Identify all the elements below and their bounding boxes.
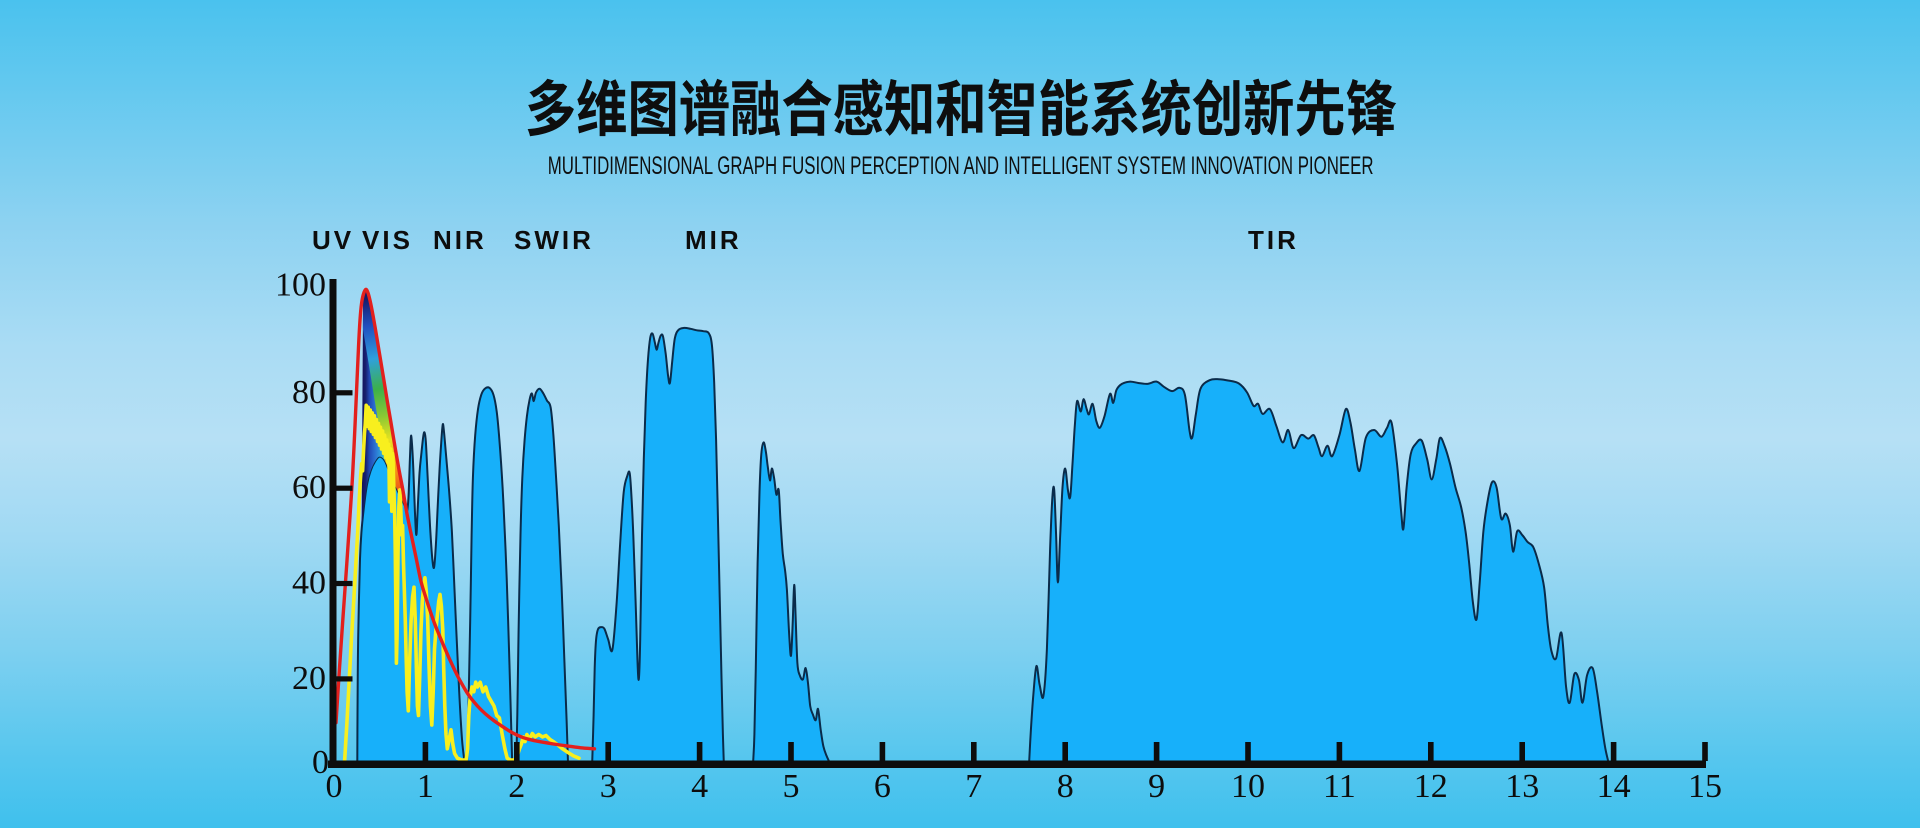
svg-text:0: 0 [312, 744, 329, 781]
svg-text:60: 60 [292, 469, 326, 506]
svg-text:10: 10 [1231, 768, 1265, 805]
svg-text:9: 9 [1148, 768, 1165, 805]
svg-text:20: 20 [292, 660, 326, 697]
svg-text:100: 100 [275, 267, 326, 304]
svg-text:12: 12 [1414, 768, 1448, 805]
svg-text:1: 1 [417, 768, 434, 805]
svg-text:11: 11 [1323, 768, 1356, 805]
svg-text:8: 8 [1057, 768, 1074, 805]
svg-text:6: 6 [874, 768, 891, 805]
svg-text:4: 4 [691, 768, 708, 805]
svg-text:80: 80 [292, 374, 326, 411]
svg-text:40: 40 [292, 565, 326, 602]
svg-text:15: 15 [1688, 768, 1722, 805]
svg-text:3: 3 [600, 768, 617, 805]
svg-text:13: 13 [1505, 768, 1539, 805]
svg-text:5: 5 [783, 768, 800, 805]
svg-text:0: 0 [326, 768, 343, 805]
svg-text:14: 14 [1597, 768, 1631, 805]
svg-text:2: 2 [508, 768, 525, 805]
svg-text:7: 7 [965, 768, 982, 805]
